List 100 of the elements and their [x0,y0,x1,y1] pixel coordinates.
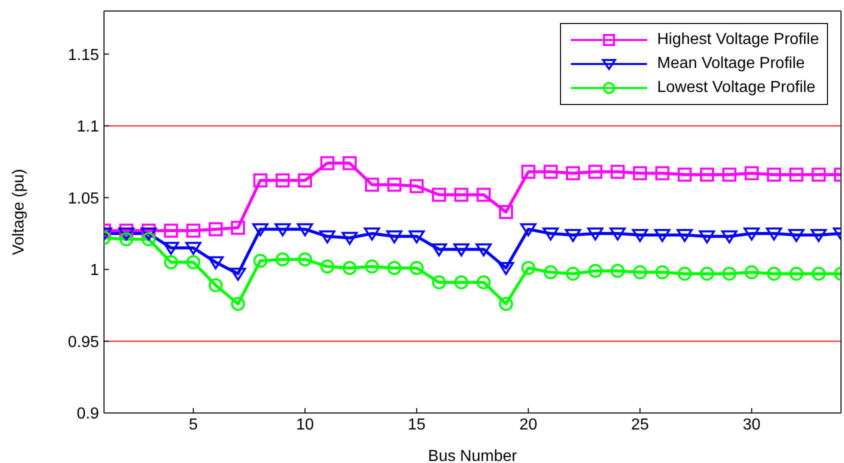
point [700,266,714,281]
point [722,168,736,182]
point [588,164,602,179]
point [678,168,692,182]
y-tick-label: 0.9 [76,406,100,423]
y-tick-label: 0.95 [68,334,100,351]
point [342,260,357,275]
point [655,166,670,180]
point [499,296,513,311]
point [633,265,647,280]
point [812,168,826,182]
point [610,264,625,278]
legend-label: Mean Voltage Profile [657,55,805,73]
x-tick-label: 10 [296,416,314,434]
point [767,168,781,182]
y-tick-label: 1.15 [68,46,100,64]
point [610,164,625,179]
point [632,228,648,242]
point [365,260,379,274]
point [610,228,626,241]
point [678,266,692,281]
point [276,252,290,266]
point [744,166,759,180]
x-axis-title: Bus Number [428,448,518,463]
point [410,260,424,275]
point [432,275,446,290]
point [119,232,134,246]
point [186,224,200,238]
point [454,275,468,290]
point [521,164,536,179]
x-tick-label: 30 [742,416,761,434]
point [655,265,670,280]
point [253,254,268,268]
y-tick-label: 1 [90,262,100,280]
point [364,228,380,241]
point [387,178,402,192]
x-tick-label: 25 [631,416,649,434]
x-tick-label: 15 [408,416,426,434]
point [186,255,200,270]
point [297,223,313,236]
y-tick-label: 1.05 [68,190,100,208]
point [766,228,782,241]
point [699,230,715,244]
legend-label: Highest Voltage Profile [657,31,819,49]
point [298,252,312,266]
point [566,266,580,281]
point [521,260,536,275]
legend-label: Lowest Voltage Profile [657,79,816,97]
point [320,156,334,170]
y-tick-label: 1.1 [76,118,100,136]
point [476,243,492,256]
point [633,166,647,180]
point [431,243,447,256]
point [542,228,559,241]
point [498,262,514,275]
y-axis-title: Voltage (pu) [10,168,28,256]
point [410,179,424,194]
point [342,232,358,245]
point [744,228,760,241]
point [252,223,268,236]
point [230,268,246,281]
point [208,278,223,292]
point [142,232,156,246]
point [789,168,804,182]
point [676,228,693,242]
point [320,260,334,274]
point [789,266,804,281]
point [453,243,470,256]
point [319,230,336,244]
point [476,188,491,202]
point [298,173,312,188]
point [721,230,738,244]
point [119,224,134,238]
point [365,178,379,192]
point [565,228,581,242]
point [142,224,156,238]
point [408,230,425,244]
point [544,164,558,179]
point [386,230,402,244]
x-tick-label: 20 [519,416,538,434]
point [476,275,491,290]
point [520,223,536,236]
point [767,266,781,281]
point [342,156,357,170]
point [163,242,179,255]
point [208,256,224,270]
point [231,296,245,311]
point [454,188,468,202]
point [566,166,580,180]
point [276,173,290,188]
point [587,228,604,241]
point [164,255,178,270]
point [253,173,268,188]
point [432,188,446,202]
point [118,228,134,241]
x-tick-label: 5 [188,416,198,434]
point [810,228,827,242]
point [185,242,202,255]
point [700,168,714,182]
point [544,265,558,280]
